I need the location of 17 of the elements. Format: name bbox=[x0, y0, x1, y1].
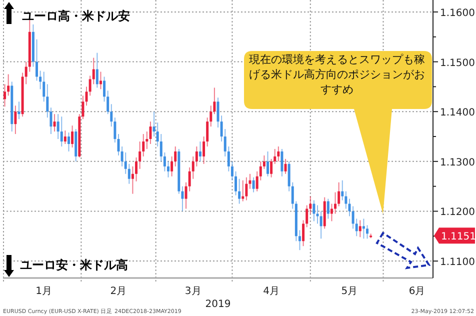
y-tick-label: 1.1400 bbox=[440, 108, 475, 119]
x-tick-label: 5月 bbox=[341, 286, 358, 297]
x-tick-label: 1月 bbox=[36, 286, 52, 297]
annotation: ユーロ高・米ドル安 bbox=[22, 9, 130, 23]
y-tick-label: 1.1300 bbox=[440, 157, 475, 168]
y-tick-label: 1.1500 bbox=[440, 58, 475, 69]
x-tick-label: 3月 bbox=[184, 286, 202, 297]
x-tick-label: 2月 bbox=[110, 286, 127, 297]
x-tick-label: 6月 bbox=[408, 286, 426, 297]
annotation: 現在の環境を考えるとスワップも稼げる米ドル高方向のポジションがおすすめ bbox=[248, 52, 426, 97]
x-axis-title: 2019 bbox=[205, 299, 231, 310]
annotation: ユーロ安・米ドル高 bbox=[20, 258, 128, 272]
y-tick-label: 1.1600 bbox=[440, 8, 475, 19]
x-tick-label: 4月 bbox=[263, 286, 280, 297]
y-tick-label: 1.1100 bbox=[440, 257, 475, 268]
y-tick-label: 1.1200 bbox=[440, 207, 475, 218]
text: 1.1151 bbox=[441, 232, 476, 243]
